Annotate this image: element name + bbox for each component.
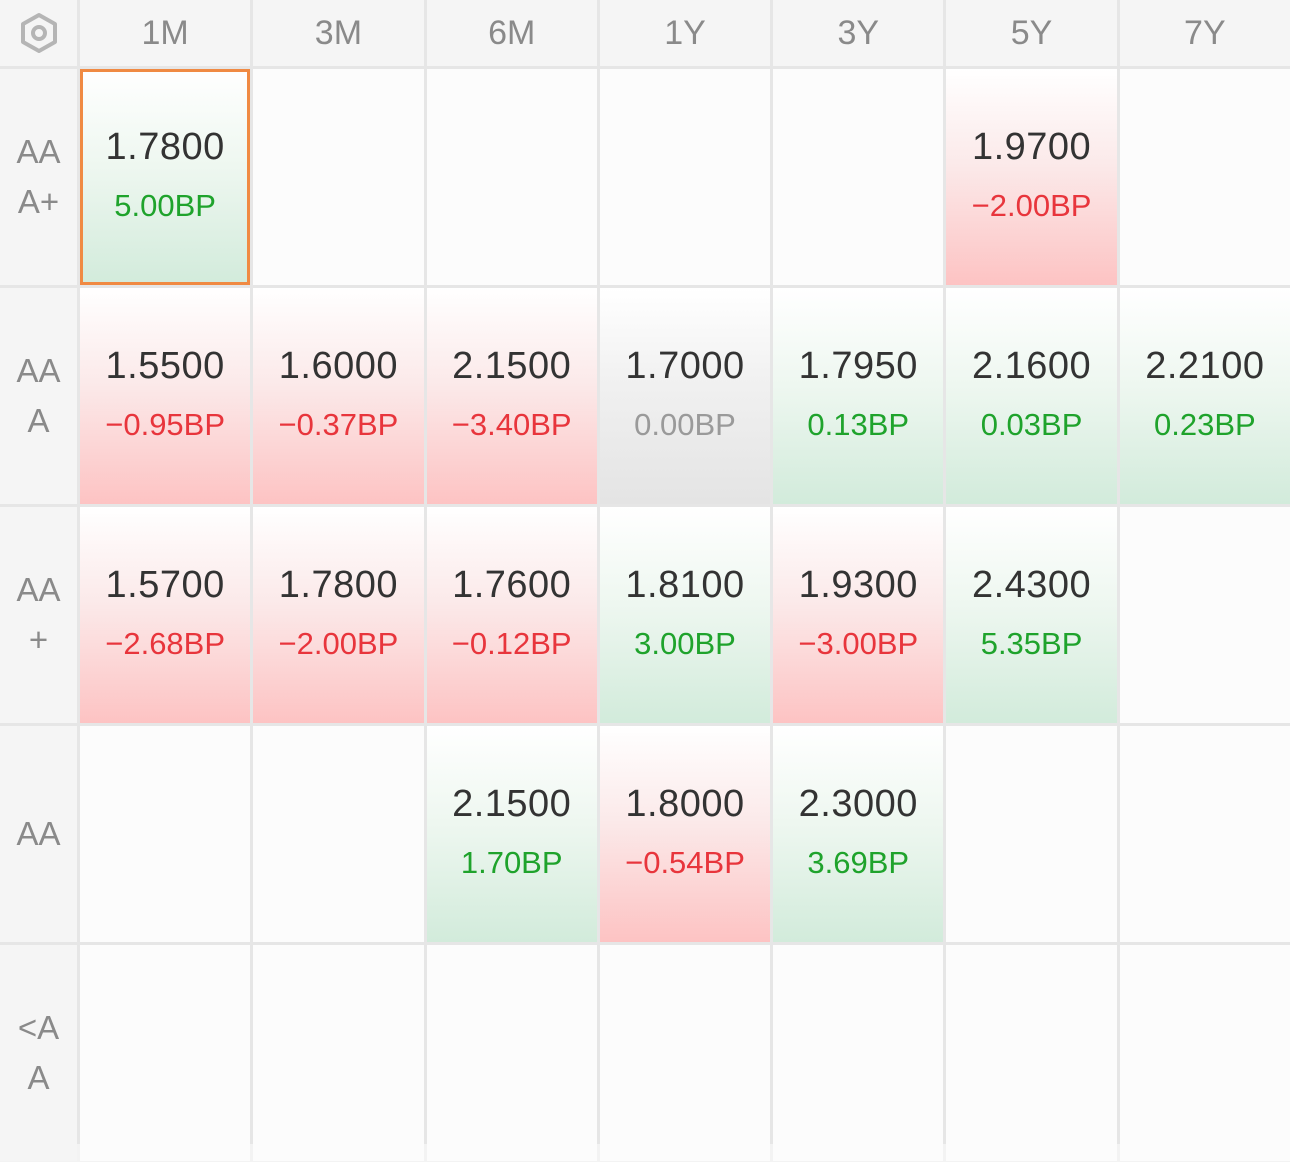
rate-cell[interactable]: 1.7800 −2.00BP — [253, 507, 424, 723]
rate-cell[interactable] — [599, 69, 771, 285]
change-value: 0.13BP — [807, 407, 910, 442]
change-value: 1.70BP — [460, 845, 563, 880]
rate-value: 2.2100 — [1145, 345, 1265, 387]
change-value: 3.69BP — [807, 845, 910, 880]
rate-value: 1.5500 — [105, 345, 225, 387]
rate-cell[interactable] — [253, 945, 424, 1161]
rate-cell[interactable] — [253, 726, 424, 942]
rate-cell[interactable]: 2.1500 1.70BP — [426, 726, 597, 942]
rate-value: 1.7950 — [798, 345, 918, 387]
change-value: −0.37BP — [278, 407, 399, 442]
rate-cell[interactable]: 1.7800 5.00BP — [80, 69, 251, 285]
row-header-label: AA+ — [16, 571, 61, 658]
change-value: −3.00BP — [798, 626, 919, 661]
column-header-3y[interactable]: 3Y — [773, 0, 944, 66]
row-header[interactable]: AA+ — [0, 507, 77, 723]
row-header-label: AA — [16, 815, 61, 852]
row-header-label: AAA+ — [16, 133, 61, 220]
rate-cell[interactable]: 1.8100 3.00BP — [599, 507, 771, 723]
rate-value: 1.7000 — [625, 345, 745, 387]
change-value: −0.12BP — [451, 626, 572, 661]
rate-value: 2.4300 — [971, 564, 1092, 606]
rate-value: 1.9300 — [798, 564, 918, 606]
rate-cell[interactable]: 1.6000 −0.37BP — [253, 288, 424, 504]
rate-cell[interactable]: 1.7600 −0.12BP — [426, 507, 597, 723]
rate-cell[interactable] — [253, 69, 424, 285]
rate-cell[interactable] — [1119, 507, 1290, 723]
change-value: −2.68BP — [105, 626, 226, 661]
column-header-3m[interactable]: 3M — [253, 0, 424, 66]
rate-cell[interactable] — [1119, 69, 1290, 285]
row-header[interactable]: <AA — [0, 945, 77, 1161]
change-value: 0.00BP — [634, 407, 736, 442]
column-header-6m[interactable]: 6M — [426, 0, 597, 66]
rate-value: 2.1500 — [452, 345, 572, 387]
rate-cell[interactable]: 1.9300 −3.00BP — [773, 507, 944, 723]
rate-cell[interactable] — [426, 69, 597, 285]
rate-cell[interactable]: 1.5500 −0.95BP — [80, 288, 251, 504]
grid-corner[interactable] — [0, 0, 77, 66]
rate-value: 1.7800 — [278, 564, 399, 606]
column-header-1m[interactable]: 1M — [80, 0, 251, 66]
rate-cell[interactable] — [1119, 726, 1290, 942]
row-header[interactable]: AAA — [0, 288, 77, 504]
rate-value: 1.7600 — [452, 564, 572, 606]
change-value: 0.23BP — [1154, 407, 1256, 442]
row-header-label: AAA — [16, 352, 61, 439]
rate-cell[interactable]: 1.9700 −2.00BP — [946, 69, 1117, 285]
rate-value: 2.1500 — [452, 783, 572, 825]
rate-cell[interactable]: 2.4300 5.35BP — [946, 507, 1117, 723]
change-value: 5.00BP — [114, 188, 216, 223]
row-header[interactable]: AA — [0, 726, 77, 942]
rate-cell[interactable]: 1.7950 0.13BP — [773, 288, 944, 504]
rate-value: 2.1600 — [971, 345, 1092, 387]
rate-cell[interactable] — [80, 945, 251, 1161]
rate-value: 1.6000 — [278, 345, 399, 387]
rate-cell[interactable] — [946, 726, 1117, 942]
rate-cell[interactable]: 1.5700 −2.68BP — [80, 507, 251, 723]
rate-cell[interactable]: 2.3000 3.69BP — [773, 726, 944, 942]
settings-hex-icon[interactable] — [17, 11, 61, 55]
row-header-label: <AA — [17, 1009, 60, 1096]
change-value: −2.00BP — [971, 188, 1092, 223]
rate-value: 1.8000 — [625, 783, 745, 825]
rate-cell[interactable] — [773, 69, 944, 285]
column-header-1y[interactable]: 1Y — [599, 0, 771, 66]
rate-value: 1.7800 — [105, 126, 225, 168]
change-value: −0.95BP — [105, 407, 226, 442]
rate-cell[interactable] — [426, 945, 597, 1161]
rate-cell[interactable]: 2.2100 0.23BP — [1119, 288, 1290, 504]
rate-cell[interactable]: 1.7000 0.00BP — [599, 288, 771, 504]
change-value: −0.54BP — [625, 845, 745, 880]
column-header-7y[interactable]: 7Y — [1119, 0, 1290, 66]
change-value: 0.03BP — [980, 407, 1083, 442]
change-value: 3.00BP — [634, 626, 736, 661]
rate-cell[interactable]: 2.1600 0.03BP — [946, 288, 1117, 504]
change-value: −2.00BP — [278, 626, 399, 661]
change-value: 5.35BP — [980, 626, 1083, 661]
rate-cell[interactable] — [80, 726, 251, 942]
rate-value: 1.8100 — [625, 564, 745, 606]
row-header[interactable]: AAA+ — [0, 69, 77, 285]
rate-cell[interactable] — [946, 945, 1117, 1161]
rate-cell[interactable]: 1.8000 −0.54BP — [599, 726, 771, 942]
change-value: −3.40BP — [451, 407, 572, 442]
rate-cell[interactable]: 2.1500 −3.40BP — [426, 288, 597, 504]
rate-value: 1.5700 — [105, 564, 225, 606]
rate-value: 2.3000 — [798, 783, 918, 825]
rate-value: 1.9700 — [971, 126, 1092, 168]
rate-cell[interactable] — [1119, 945, 1290, 1161]
rate-cell[interactable] — [599, 945, 771, 1161]
rate-cell[interactable] — [773, 945, 944, 1161]
column-header-5y[interactable]: 5Y — [946, 0, 1117, 66]
